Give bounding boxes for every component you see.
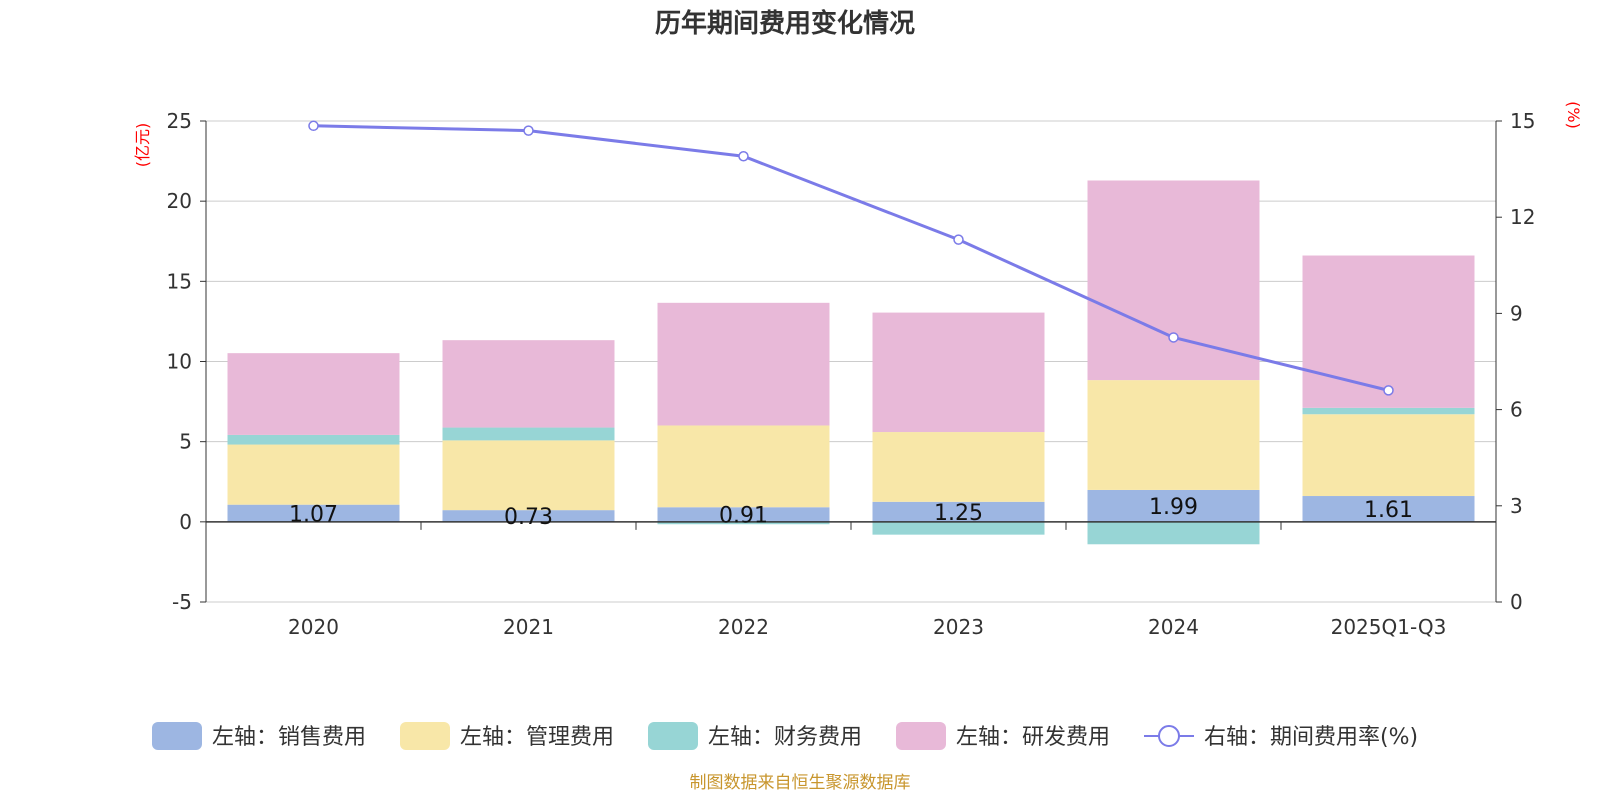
line-expense-ratio [313,124,1389,392]
bar-管理费用-2023 [872,432,1045,502]
right-tick-label: 6 [1510,398,1523,422]
legend-label-研发费用: 左轴：研发费用 [956,725,1110,750]
left-tick-label: 5 [179,430,192,454]
bar-财务费用-2021 [442,427,615,441]
left-tick-label: -5 [172,590,192,614]
bar-研发费用-2024 [1087,180,1260,381]
legend-label-财务费用: 左轴：财务费用 [708,725,862,750]
bar-data-label: 1.07 [289,502,338,527]
right-axis-unit: (%) [1564,101,1583,129]
axis-layer: -5 0 5 10 15 20 25 0 3 6 9 12 15 2020 2021 2022 2023 2024… [167,109,1536,639]
line-layer [308,120,1394,396]
bar-layer [227,180,1475,545]
bar-财务费用-2025Q1-Q3 [1302,407,1475,415]
grid-layer [206,120,1496,603]
label-layer: 1.07 0.73 0.91 1.25 1.99 1.61 [289,495,1413,530]
right-tick-label: 3 [1510,494,1523,518]
bar-data-label: 1.25 [934,501,983,526]
bar-销售费用-2022 [657,507,830,522]
bar-财务费用-2022 [657,521,830,525]
x-tick-label: 2022 [718,615,769,639]
bar-data-label: 0.91 [719,504,768,529]
bar-财务费用-2023 [872,521,1045,535]
line-point-2023 [953,234,964,245]
x-tick-label: 2021 [503,615,554,639]
chart-title: 历年期间费用变化情况 [655,8,915,39]
legend-swatch-研发费用 [896,722,946,750]
bar-研发费用-2022 [657,302,830,426]
bar-销售费用-2020 [227,504,400,522]
legend-label-销售费用: 左轴：销售费用 [212,725,366,750]
source-note: 制图数据来自恒生聚源数据库 [690,773,911,793]
right-tick-label: 15 [1510,109,1535,133]
x-tick-label: 2020 [288,615,339,639]
bar-管理费用-2022 [657,425,830,508]
right-tick-label: 12 [1510,205,1535,229]
bar-销售费用-2023 [872,501,1045,522]
left-axis-unit: (亿元) [133,123,152,168]
bar-研发费用-2021 [442,340,615,428]
bar-管理费用-2021 [442,440,615,511]
legend-label-管理费用: 左轴：管理费用 [460,725,614,750]
right-tick-label: 0 [1510,590,1523,614]
left-tick-label: 0 [179,510,192,534]
bar-研发费用-2020 [227,353,400,435]
line-point-2024 [1168,332,1179,343]
line-point-2020 [308,120,319,132]
bar-data-label: 1.61 [1364,498,1413,523]
bar-销售费用-2021 [442,510,615,522]
left-tick-label: 10 [167,350,192,374]
left-tick-label: 15 [167,269,192,293]
bar-财务费用-2024 [1087,521,1260,545]
left-tick-label: 20 [167,189,192,213]
bar-data-label: 0.73 [504,505,553,530]
bar-研发费用-2023 [872,312,1045,433]
right-tick-label: 9 [1510,301,1523,325]
bar-管理费用-2024 [1087,380,1260,490]
legend-swatch-销售费用 [152,722,202,750]
bar-管理费用-2025Q1-Q3 [1302,414,1475,497]
legend-swatch-财务费用 [648,722,698,750]
legend-line-marker [1158,725,1180,747]
line-point-2025Q1-Q3 [1383,385,1394,396]
x-tick-label: 2025Q1-Q3 [1331,615,1447,639]
bar-研发费用-2025Q1-Q3 [1302,255,1475,408]
line-point-2021 [523,125,534,136]
x-tick-label: 2023 [933,615,984,639]
legend-label-期间费用率(%): 右轴：期间费用率(%) [1204,725,1418,750]
legend: 左轴：销售费用 左轴：管理费用 左轴：财务费用 左轴：研发费用 右轴：期间费用率(%) [152,722,1418,750]
bar-data-label: 1.99 [1149,495,1198,520]
line-point-2022 [738,151,749,162]
legend-swatch-管理费用 [400,722,450,750]
bar-财务费用-2020 [227,434,400,445]
bar-销售费用-2024 [1087,489,1260,522]
bar-管理费用-2020 [227,444,400,505]
left-tick-label: 25 [167,109,192,133]
bar-销售费用-2025Q1-Q3 [1302,496,1475,522]
x-tick-label: 2024 [1148,615,1199,639]
